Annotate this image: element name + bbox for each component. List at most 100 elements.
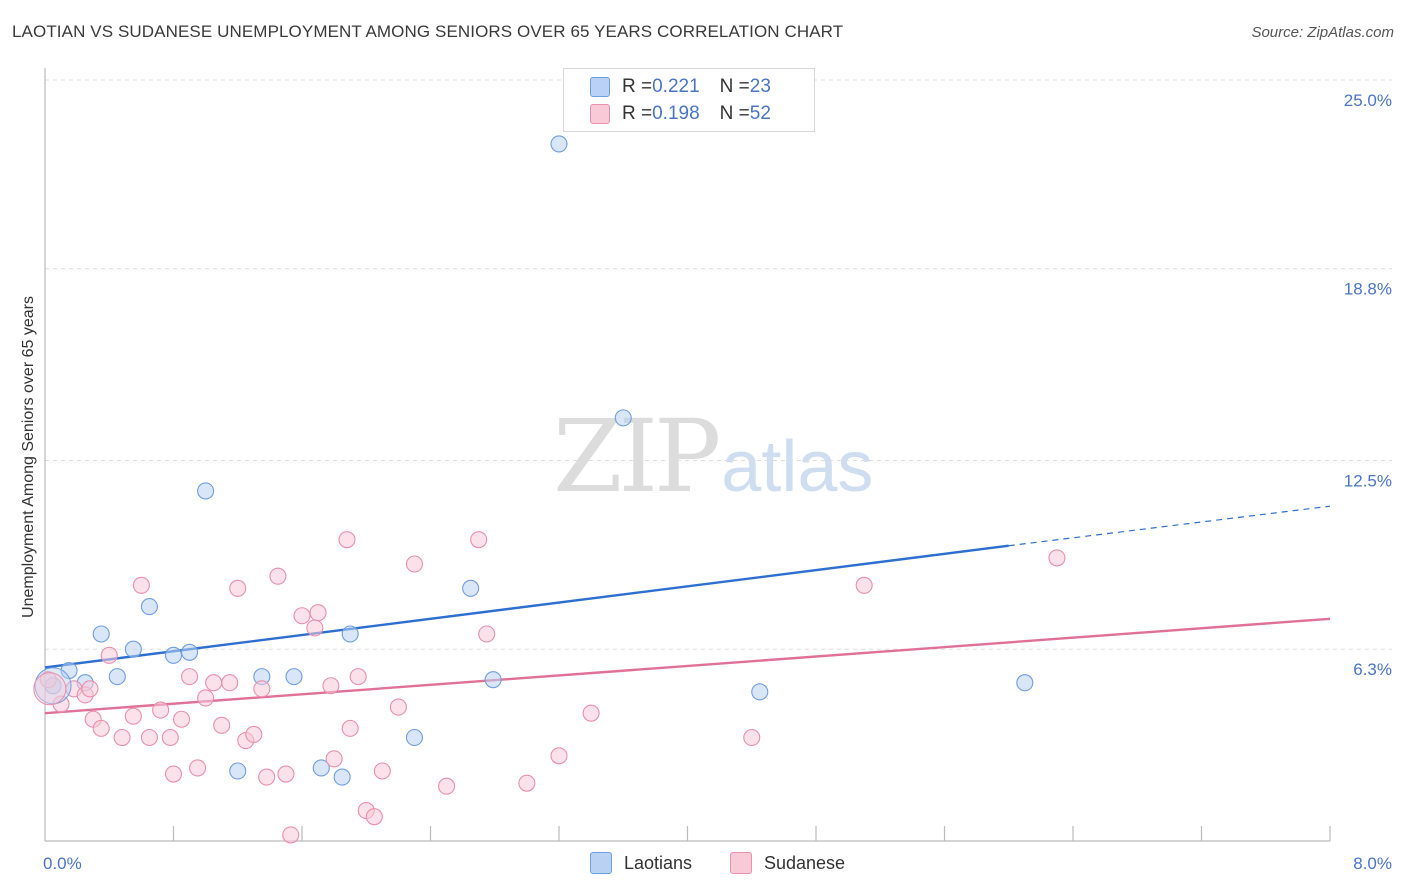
laotians-legend-swatch xyxy=(590,852,612,874)
sudanese-point xyxy=(855,576,873,594)
sudanese-point xyxy=(81,680,99,698)
laotians-n-value: 23 xyxy=(749,76,771,97)
laotians-point xyxy=(614,409,632,427)
laotians-cluster-point xyxy=(34,667,72,705)
sudanese-point xyxy=(341,719,359,737)
sudanese-point xyxy=(389,698,407,716)
y-tick-label: 12.5% xyxy=(1344,472,1392,491)
sudanese-point xyxy=(132,576,150,594)
legend-row-laotians: R = 0.221 N = 23 xyxy=(590,75,771,99)
legend-item-sudanese[interactable]: Sudanese xyxy=(730,852,845,874)
sudanese-point xyxy=(221,674,239,692)
y-tick-label: 25.0% xyxy=(1344,91,1392,110)
sudanese-point xyxy=(405,555,423,573)
y-tick-label: 18.8% xyxy=(1344,280,1392,299)
laotians-point xyxy=(285,668,303,686)
laotians-trend-line xyxy=(44,544,1009,669)
legend-row-sudanese: R = 0.198 N = 52 xyxy=(590,102,771,126)
sudanese-n-label: N = xyxy=(719,103,750,124)
y-tick-label: 6.3% xyxy=(1353,660,1392,679)
sudanese-point xyxy=(213,716,231,734)
tick-labels: 6.3% 12.5% 18.8% 25.0% 0.0% 8.0% xyxy=(43,91,1392,873)
sudanese-point xyxy=(181,668,199,686)
sudanese-point xyxy=(253,680,271,698)
sudanese-cluster-point xyxy=(33,672,67,706)
sudanese-point xyxy=(205,674,223,692)
laotians-trend-extension xyxy=(1008,505,1331,547)
trend-lines xyxy=(44,505,1331,715)
source-label: Source: ZipAtlas.com xyxy=(1251,24,1394,41)
series-legend: Laotians Sudanese xyxy=(0,852,1406,876)
sudanese-point xyxy=(245,725,263,744)
sudanese-point xyxy=(172,710,191,728)
sudanese-point xyxy=(550,747,568,765)
laotians-point xyxy=(405,728,423,747)
sudanese-point xyxy=(1048,549,1066,567)
laotians-point xyxy=(92,625,110,643)
data-points xyxy=(33,135,1066,844)
sudanese-point xyxy=(743,728,761,747)
sudanese-point xyxy=(438,777,456,795)
sudanese-point xyxy=(152,701,170,719)
sudanese-point xyxy=(92,719,110,737)
laotians-point xyxy=(164,646,183,664)
sudanese-point xyxy=(124,707,142,725)
sudanese-r-label: R = xyxy=(622,103,653,124)
laotians-r-value: 0.221 xyxy=(652,76,700,97)
sudanese-point xyxy=(365,808,383,826)
sudanese-point xyxy=(349,668,367,686)
sudanese-point xyxy=(325,750,343,768)
laotians-point xyxy=(108,668,126,686)
laotians-point xyxy=(462,579,480,597)
sudanese-point xyxy=(164,765,183,783)
laotians-point xyxy=(229,762,247,780)
sudanese-point xyxy=(140,728,158,747)
sudanese-point xyxy=(309,604,327,622)
sudanese-point xyxy=(161,728,179,747)
chart-title: LAOTIAN VS SUDANESE UNEMPLOYMENT AMONG S… xyxy=(12,22,844,41)
sudanese-point xyxy=(189,759,207,777)
laotians-point xyxy=(197,482,215,500)
sudanese-point xyxy=(478,625,496,643)
axes xyxy=(44,68,1331,842)
sudanese-point xyxy=(197,689,215,707)
laotians-swatch xyxy=(590,77,610,97)
laotians-point xyxy=(550,135,568,153)
laotians-point xyxy=(312,759,330,777)
laotians-point xyxy=(181,643,199,661)
sudanese-point xyxy=(39,671,57,689)
sudanese-n-value: 52 xyxy=(749,103,771,124)
sudanese-point xyxy=(277,765,295,783)
sudanese-point xyxy=(113,728,131,747)
sudanese-point xyxy=(100,646,118,664)
sudanese-point xyxy=(322,677,340,695)
sudanese-point xyxy=(373,762,391,780)
laotians-legend-label: Laotians xyxy=(624,852,693,873)
sudanese-legend-swatch xyxy=(730,852,752,874)
sudanese-point xyxy=(258,768,276,786)
sudanese-r-value: 0.198 xyxy=(652,103,700,124)
sudanese-point xyxy=(269,567,287,585)
sudanese-point xyxy=(293,607,311,625)
grid-lines xyxy=(45,79,1392,650)
laotians-point xyxy=(333,768,351,786)
sudanese-legend-label: Sudanese xyxy=(764,852,846,873)
sudanese-point xyxy=(582,704,600,722)
legend-item-laotians[interactable]: Laotians xyxy=(590,852,692,874)
sudanese-point xyxy=(338,531,356,549)
x-tick-label-min: 0.0% xyxy=(43,854,82,873)
sudanese-point xyxy=(518,774,536,792)
sudanese-point xyxy=(470,531,488,549)
sudanese-point xyxy=(306,619,324,637)
correlation-legend: R = 0.221 N = 23 R = 0.198 N = 52 xyxy=(563,68,815,132)
sudanese-swatch xyxy=(590,104,610,124)
sudanese-point xyxy=(229,579,247,597)
laotians-point xyxy=(484,671,502,689)
laotians-n-label: N = xyxy=(719,76,750,97)
laotians-point xyxy=(341,625,359,643)
laotians-point xyxy=(751,683,769,701)
x-tick-label-max: 8.0% xyxy=(1353,854,1392,873)
laotians-point xyxy=(1016,674,1034,692)
laotians-point xyxy=(140,598,158,616)
